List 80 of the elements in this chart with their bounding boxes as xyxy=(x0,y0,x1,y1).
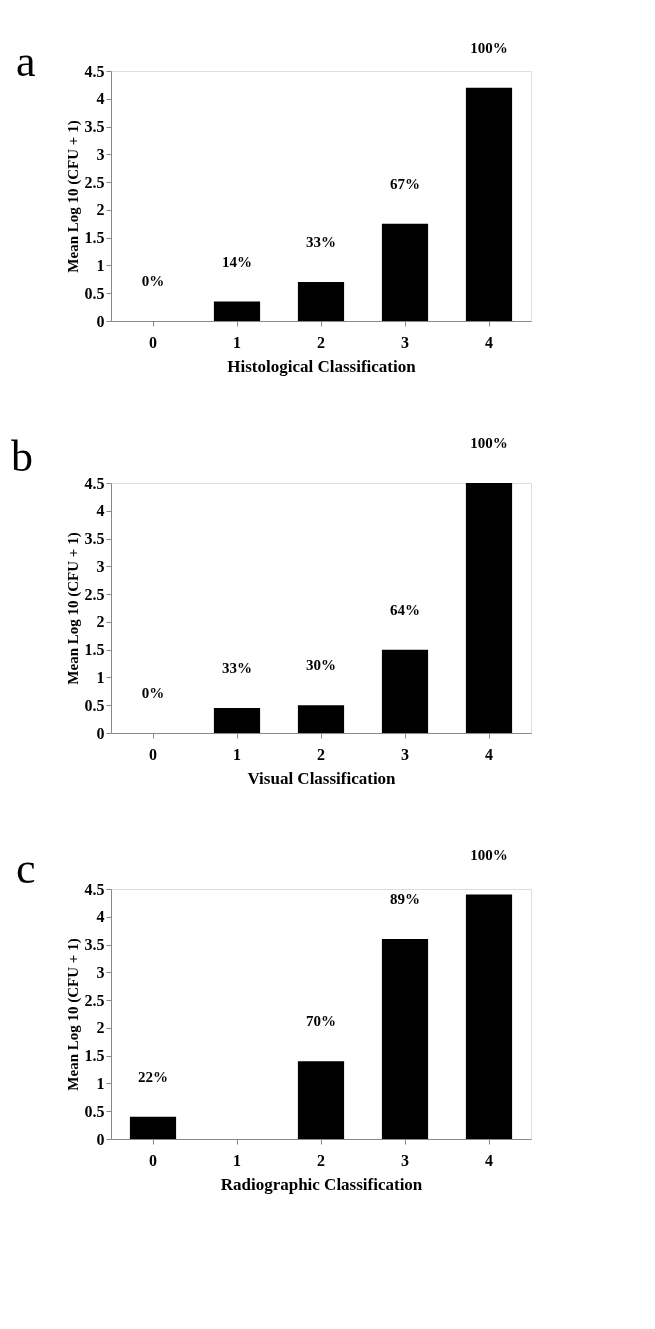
y-tick-label: 3.5 xyxy=(84,118,105,136)
y-tick-label: 4.5 xyxy=(84,880,105,898)
y-tick-label: 3 xyxy=(96,557,105,575)
y-tick-label: 1.5 xyxy=(84,229,105,247)
y-axis-title: Mean Log 10 (CFU + 1) xyxy=(64,532,82,685)
y-axis-title: Mean Log 10 (CFU + 1) xyxy=(64,120,82,273)
bar xyxy=(381,939,429,1139)
y-tick-label: 3 xyxy=(96,145,105,163)
y-tick-label: 1.5 xyxy=(84,641,105,659)
x-tick-label: 0 xyxy=(149,745,157,763)
y-tick-label: 3.5 xyxy=(84,530,105,548)
bar xyxy=(465,894,513,1139)
y-tick-label: 2.5 xyxy=(84,585,105,603)
x-axis-title: Radiographic Classification xyxy=(220,1174,423,1194)
annotation: 100% xyxy=(470,846,508,863)
chart-title: a xyxy=(15,36,36,86)
y-tick-label: 2 xyxy=(96,201,105,219)
y-tick-label: 1 xyxy=(96,1074,105,1092)
y-tick-label: 0 xyxy=(96,312,105,330)
annotation: 100% xyxy=(470,39,508,56)
x-tick-label: 1 xyxy=(233,333,241,351)
chart-title: c xyxy=(15,843,36,893)
annotation: 89% xyxy=(390,891,420,907)
annotation: 0% xyxy=(141,273,165,289)
x-tick-label: 2 xyxy=(317,745,325,763)
annotation: 64% xyxy=(390,601,420,618)
y-tick-label: 2.5 xyxy=(84,173,105,191)
y-tick-label: 1 xyxy=(96,256,105,274)
bar xyxy=(213,301,261,321)
x-tick-label: 3 xyxy=(401,745,409,763)
x-tick-label: 2 xyxy=(317,333,325,351)
x-tick-label: 0 xyxy=(149,1151,157,1169)
x-tick-label: 2 xyxy=(317,1151,325,1169)
x-tick-label: 3 xyxy=(401,333,409,351)
annotation: 30% xyxy=(306,657,336,674)
bar xyxy=(381,649,429,733)
x-tick-label: 4 xyxy=(485,333,493,351)
y-tick-label: 2 xyxy=(96,613,105,631)
chart-title: b xyxy=(11,432,33,481)
x-tick-label: 0 xyxy=(149,333,157,351)
y-tick-label: 2 xyxy=(96,1019,105,1037)
x-tick-label: 3 xyxy=(401,1151,409,1169)
y-tick-label: 4 xyxy=(96,90,105,108)
y-tick-label: 3 xyxy=(96,963,105,981)
bar xyxy=(297,282,345,321)
bar xyxy=(465,87,513,321)
annotation: 70% xyxy=(306,1013,336,1030)
bar xyxy=(381,223,429,321)
y-tick-label: 4 xyxy=(96,502,105,520)
bar xyxy=(129,1116,177,1139)
y-tick-label: 3.5 xyxy=(84,936,105,954)
y-tick-label: 4.5 xyxy=(84,62,105,80)
bar xyxy=(297,705,345,733)
y-tick-label: 0 xyxy=(96,1130,105,1148)
y-tick-label: 1.5 xyxy=(84,1047,105,1065)
y-tick-label: 2.5 xyxy=(84,991,105,1009)
annotation: 67% xyxy=(390,175,420,192)
y-tick-label: 4 xyxy=(96,908,105,926)
x-tick-label: 4 xyxy=(485,1151,493,1169)
annotation: 33% xyxy=(306,234,336,251)
bar xyxy=(465,483,513,733)
x-axis-title: Visual Classification xyxy=(247,768,397,788)
annotation: 0% xyxy=(141,685,165,701)
x-tick-label: 1 xyxy=(233,745,241,763)
y-tick-label: 0.5 xyxy=(84,696,105,714)
annotation: 22% xyxy=(138,1068,168,1085)
y-tick-label: 1 xyxy=(96,668,105,686)
annotation: 14% xyxy=(222,253,252,270)
bar xyxy=(297,1061,345,1139)
bar xyxy=(213,708,261,733)
y-axis-title: Mean Log 10 (CFU + 1) xyxy=(64,938,82,1091)
y-tick-label: 0.5 xyxy=(84,284,105,302)
y-tick-label: 4.5 xyxy=(84,474,105,492)
x-axis-title: Histological Classification xyxy=(227,356,417,376)
x-tick-label: 4 xyxy=(485,745,493,763)
y-tick-label: 0 xyxy=(96,724,105,742)
y-tick-label: 0.5 xyxy=(84,1102,105,1120)
x-tick-label: 1 xyxy=(233,1151,241,1169)
annotation: 100% xyxy=(470,435,508,451)
annotation: 33% xyxy=(222,660,252,676)
